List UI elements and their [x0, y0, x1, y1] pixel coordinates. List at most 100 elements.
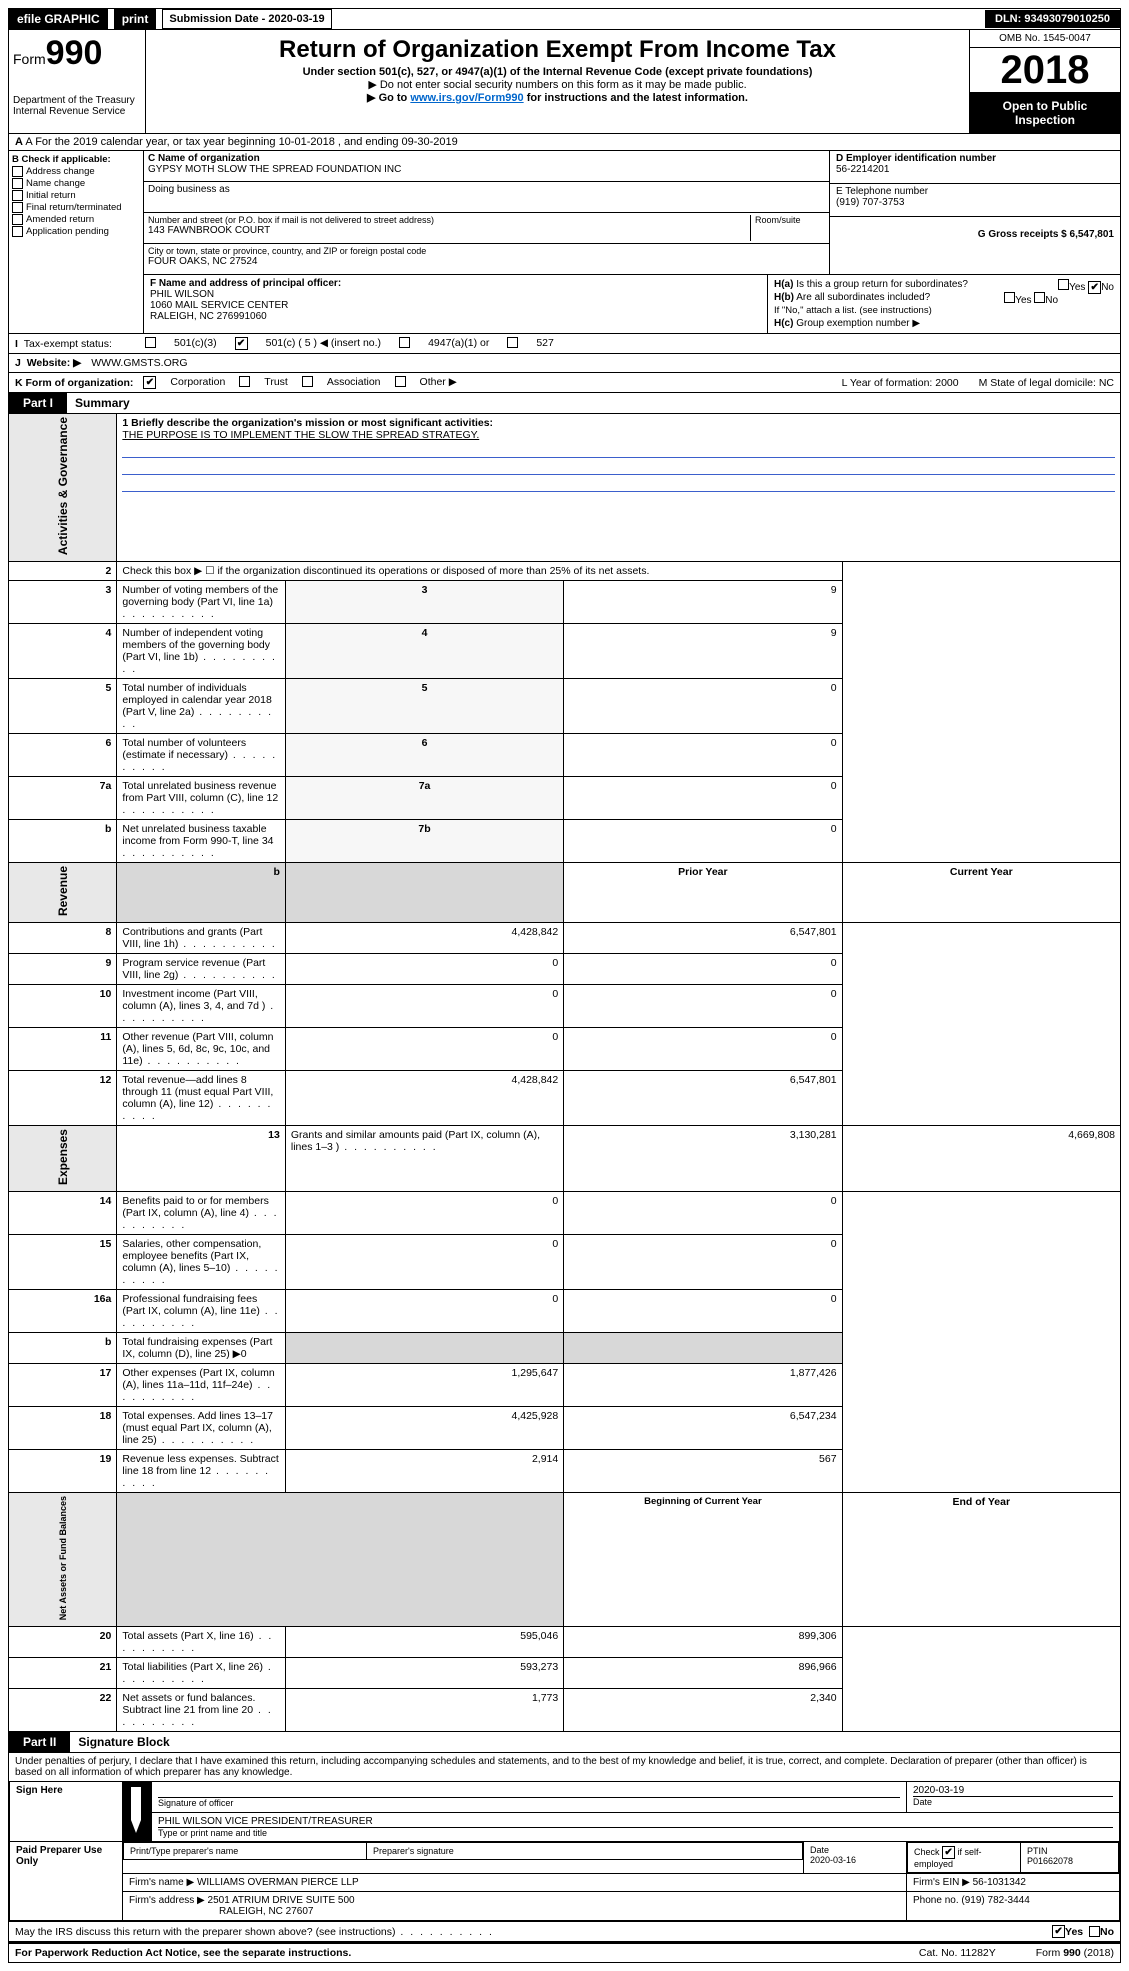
part2-title: Signature Block	[70, 1732, 177, 1752]
f-label: F Name and address of principal officer:	[150, 278, 761, 289]
typed-name-label: Type or print name and title	[158, 1827, 1113, 1838]
part1-title: Summary	[67, 393, 138, 413]
prep-name-header: Print/Type preparer's name	[124, 1843, 367, 1860]
form-header: Form990 Department of the Treasury Inter…	[8, 30, 1121, 134]
b-checkbox[interactable]	[12, 190, 23, 201]
irs-label: Internal Revenue Service	[13, 106, 141, 117]
vtab-revenue: Revenue	[56, 866, 70, 916]
h-b-note: If "No," attach a list. (see instruction…	[774, 305, 1114, 316]
dept-label: Department of the Treasury	[13, 95, 141, 106]
b-checkbox[interactable]	[12, 166, 23, 177]
org-city: FOUR OAKS, NC 27524	[148, 256, 825, 267]
dln-label: DLN: 93493079010250	[985, 10, 1120, 28]
room-suite-label: Room/suite	[750, 215, 825, 241]
b-check-label: Initial return	[26, 190, 76, 201]
mission-q: 1 Briefly describe the organization's mi…	[122, 417, 1115, 429]
form-footer: Form 990 (2018)	[1036, 1947, 1114, 1959]
officer-typed-name: PHIL WILSON VICE PRESIDENT/TREASURER	[158, 1816, 1113, 1827]
submission-date-label: Submission Date - 2020-03-19	[162, 9, 331, 29]
l-year-formation: L Year of formation: 2000	[842, 377, 959, 389]
signature-block: Under penalties of perjury, I declare th…	[8, 1753, 1121, 1922]
website-value: WWW.GMSTS.ORG	[91, 357, 187, 369]
kform-opt: Corporation	[170, 376, 225, 389]
hb-no-checkbox[interactable]	[1034, 292, 1045, 303]
b-check-label: Address change	[26, 166, 95, 177]
ha-yes-checkbox[interactable]	[1058, 279, 1069, 290]
subtitle-2: ▶ Do not enter social security numbers o…	[150, 78, 965, 91]
discuss-text: May the IRS discuss this return with the…	[15, 1926, 494, 1938]
firm-addr-label: Firm's address ▶	[129, 1895, 205, 1906]
h-c: H(c) Group exemption number ▶	[774, 318, 1114, 329]
form990-link[interactable]: www.irs.gov/Form990	[410, 92, 523, 104]
subtitle-3: ▶ Go to www.irs.gov/Form990 for instruct…	[150, 91, 965, 104]
firm-ein: 56-1031342	[973, 1877, 1026, 1888]
begin-year-header: Beginning of Current Year	[564, 1493, 842, 1627]
kform-opt: Other ▶	[420, 376, 457, 389]
tax-status-checkbox[interactable]	[145, 337, 156, 348]
h-a: H(a) Is this a group return for subordin…	[774, 279, 1114, 290]
b-checkbox[interactable]	[12, 226, 23, 237]
b-checkbox[interactable]	[12, 214, 23, 225]
firm-phone: (919) 782-3444	[961, 1895, 1029, 1906]
firm-name-label: Firm's name ▶	[129, 1877, 194, 1888]
firm-phone-label: Phone no.	[913, 1895, 959, 1906]
efile-button[interactable]: efile GRAPHIC	[9, 9, 108, 29]
tax-status-row: I Tax-exempt status: 501(c)(3)✔ 501(c) (…	[8, 334, 1121, 354]
kform-checkbox[interactable]	[302, 376, 313, 387]
tax-status-opt: 4947(a)(1) or	[428, 337, 489, 350]
tax-status-checkbox[interactable]	[507, 337, 518, 348]
paid-preparer-label: Paid Preparer Use Only	[10, 1842, 123, 1921]
pra-notice: For Paperwork Reduction Act Notice, see …	[15, 1947, 351, 1959]
mission-text: THE PURPOSE IS TO IMPLEMENT THE SLOW THE…	[122, 429, 1115, 441]
b-checkbox[interactable]	[12, 178, 23, 189]
discuss-no-checkbox[interactable]	[1089, 1926, 1100, 1937]
subtitle-1: Under section 501(c), 527, or 4947(a)(1)…	[150, 66, 965, 78]
officer-addr2: RALEIGH, NC 276991060	[150, 311, 761, 322]
prior-year-header: Prior Year	[564, 863, 842, 923]
kform-checkbox[interactable]	[395, 376, 406, 387]
website-row: J Website: ▶ WWW.GMSTS.ORG	[8, 354, 1121, 373]
hb-yes-checkbox[interactable]	[1004, 292, 1015, 303]
kform-opt: Association	[327, 376, 381, 389]
identity-section: B Check if applicable: Address changeNam…	[8, 151, 1121, 334]
part2-header: Part II Signature Block	[8, 1732, 1121, 1753]
tax-status-checkbox[interactable]: ✔	[235, 337, 248, 350]
kform-row: K Form of organization: ✔ Corporation Tr…	[8, 373, 1121, 393]
g-gross-receipts: G Gross receipts $ 6,547,801	[978, 229, 1114, 240]
summary-table: Activities & Governance 1 Briefly descri…	[8, 414, 1121, 1732]
m-state-domicile: M State of legal domicile: NC	[979, 377, 1114, 389]
form-number: Form990	[13, 34, 141, 73]
part1-header: Part I Summary	[8, 393, 1121, 414]
kform-checkbox[interactable]	[239, 376, 250, 387]
b-check-label: Final return/terminated	[26, 202, 122, 213]
officer-name: PHIL WILSON	[150, 289, 761, 300]
b-label: B Check if applicable:	[12, 154, 140, 165]
prep-date: 2020-03-16	[810, 1855, 856, 1865]
self-employed-checkbox[interactable]: ✔	[942, 1846, 955, 1859]
firm-name: WILLIAMS OVERMAN PIERCE LLP	[197, 1877, 359, 1888]
top-bar: efile GRAPHIC print Submission Date - 20…	[8, 8, 1121, 30]
part1-label: Part I	[9, 393, 67, 413]
sig-date-label: Date	[913, 1796, 1113, 1807]
tax-status-checkbox[interactable]	[399, 337, 410, 348]
tax-year: 2018	[970, 48, 1120, 93]
org-name: GYPSY MOTH SLOW THE SPREAD FOUNDATION IN…	[148, 164, 825, 175]
officer-addr1: 1060 MAIL SERVICE CENTER	[150, 300, 761, 311]
discuss-yes-checkbox[interactable]: ✔	[1052, 1925, 1065, 1938]
org-address: 143 FAWNBROOK COURT	[148, 225, 750, 236]
b-checkbox[interactable]	[12, 202, 23, 213]
ptin-value: P01662078	[1027, 1856, 1073, 1866]
perjury-text: Under penalties of perjury, I declare th…	[9, 1753, 1120, 1781]
firm-addr2: RALEIGH, NC 27607	[219, 1906, 314, 1917]
ha-no-checkbox[interactable]: ✔	[1088, 281, 1101, 294]
vtab-net: Net Assets or Fund Balances	[58, 1496, 68, 1620]
d-ein-label: D Employer identification number	[836, 153, 1114, 164]
tax-status-opt: 501(c) ( 5 ) ◀ (insert no.)	[266, 337, 381, 350]
print-button[interactable]: print	[114, 9, 157, 29]
kform-checkbox[interactable]: ✔	[143, 376, 156, 389]
end-year-header: End of Year	[842, 1493, 1120, 1627]
c-label: C Name of organization	[148, 153, 825, 164]
tax-status-opt: 501(c)(3)	[174, 337, 217, 350]
ein-value: 56-2214201	[836, 164, 1114, 175]
open-to-public: Open to Public Inspection	[970, 93, 1120, 133]
